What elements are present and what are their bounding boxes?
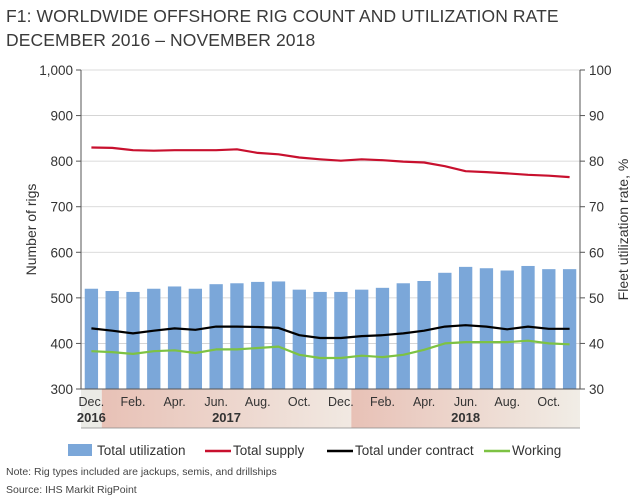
bar-total-utilization — [479, 268, 494, 389]
chart-note: Note: Rig types included are jackups, se… — [6, 466, 277, 478]
chart-title: F1: WORLDWIDE OFFSHORE RIG COUNT AND UTI… — [6, 4, 559, 52]
x-tick-label: Dec. — [79, 395, 105, 409]
legend-label-total-utilization: Total utilization — [97, 443, 186, 458]
chart-title-line-1: F1: WORLDWIDE OFFSHORE RIG COUNT AND UTI… — [6, 6, 559, 26]
year-band-2018 — [351, 389, 580, 428]
x-tick-label: Jun. — [204, 395, 228, 409]
bar-total-utilization — [147, 288, 161, 389]
legend-label-total-under-contract: Total under contract — [355, 443, 474, 458]
legend-label-total-supply: Total supply — [233, 443, 305, 458]
x-tick-label: Apr. — [413, 395, 435, 409]
bar-total-utilization — [105, 291, 119, 389]
bar-total-utilization — [355, 289, 369, 389]
bar-total-utilization — [271, 281, 286, 389]
y2-tick-label: 90 — [589, 109, 604, 124]
line-total-under-contract — [91, 324, 570, 340]
y-axis-title: Number of rigs — [23, 184, 39, 276]
bar-total-utilization — [562, 269, 577, 389]
bar-total-utilization — [396, 283, 410, 389]
bar-total-utilization — [438, 272, 452, 389]
y2-tick-label: 100 — [589, 63, 612, 78]
bar-total-utilization — [230, 283, 244, 389]
year-band-2016 — [81, 389, 102, 428]
x-tick-label: Feb. — [370, 395, 395, 409]
bar-total-utilization — [188, 288, 203, 389]
year-band-2017 — [101, 389, 352, 428]
bar-total-utilization — [417, 280, 431, 389]
bar-total-utilization — [209, 284, 223, 389]
bar-total-utilization — [126, 291, 140, 389]
year-label: 2016 — [77, 410, 106, 425]
x-tick-label: Jun. — [454, 395, 478, 409]
bar-total-utilization — [292, 289, 306, 389]
y-tick-label: 300 — [50, 382, 73, 397]
chart-title-line-2: DECEMBER 2016 – NOVEMBER 2018 — [6, 30, 316, 50]
y-tick-label: 500 — [50, 291, 73, 306]
year-label: 2018 — [451, 410, 480, 425]
bar-total-utilization — [313, 291, 327, 389]
chart-source: Source: IHS Markit RigPoint — [6, 484, 137, 496]
x-tick-label: Oct. — [288, 395, 311, 409]
y-tick-label: 800 — [50, 154, 73, 169]
y2-axis-title: Fleet utilization rate, % — [615, 159, 631, 301]
legend-label-working: Working — [512, 443, 561, 458]
y-tick-label: 1,000 — [39, 63, 73, 78]
y2-tick-label: 80 — [589, 154, 604, 169]
x-tick-label: Aug. — [494, 395, 520, 409]
line-working — [91, 339, 570, 360]
y-tick-label: 700 — [50, 200, 73, 215]
x-tick-label: Oct. — [537, 395, 560, 409]
bar-total-utilization — [458, 266, 473, 389]
y2-tick-label: 30 — [589, 382, 604, 397]
bar-total-utilization — [167, 286, 182, 389]
year-label: 2017 — [212, 410, 241, 425]
y2-tick-label: 70 — [589, 200, 604, 215]
bar-total-utilization — [375, 287, 390, 389]
y-tick-label: 600 — [50, 245, 73, 260]
y-tick-label: 900 — [50, 109, 73, 124]
x-tick-label: Dec. — [328, 395, 354, 409]
y2-tick-label: 60 — [589, 245, 604, 260]
line-total-supply — [91, 146, 570, 179]
x-tick-label: Apr. — [163, 395, 185, 409]
y2-tick-label: 40 — [589, 336, 604, 351]
y2-tick-label: 50 — [589, 291, 604, 306]
x-tick-label: Aug. — [245, 395, 271, 409]
legend-swatch-total-utilization — [68, 444, 92, 456]
y-tick-label: 400 — [50, 336, 73, 351]
bar-total-utilization — [251, 281, 265, 389]
bar-total-utilization — [84, 288, 99, 389]
x-tick-label: Feb. — [120, 395, 145, 409]
bar-total-utilization — [334, 291, 348, 389]
